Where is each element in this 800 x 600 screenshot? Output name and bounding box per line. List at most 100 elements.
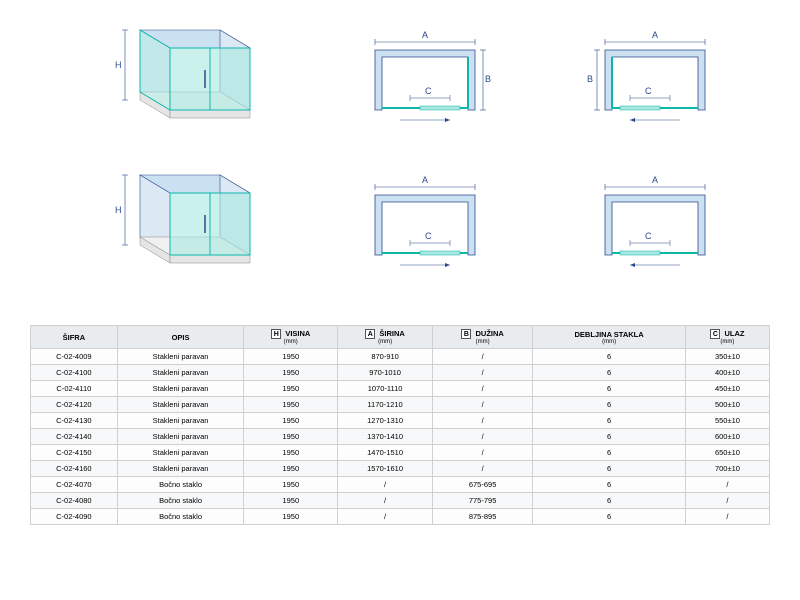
cell-visina: 1950 bbox=[244, 493, 338, 509]
cell-opis: Bočno staklo bbox=[117, 493, 244, 509]
dim-C-2a: C bbox=[425, 231, 432, 241]
cell-sirina: 970-1010 bbox=[338, 365, 433, 381]
cell-duzina: / bbox=[432, 429, 532, 445]
th-sirina: A ŠIRINA (mm) bbox=[338, 326, 433, 349]
iso-diagram-enclosure-side: H bbox=[80, 20, 260, 140]
cell-opis: Stakleni paravan bbox=[117, 445, 244, 461]
spec-table-head: ŠIFRA OPIS H VISINA (mm) A ŠIRINA (mm) B… bbox=[31, 326, 770, 349]
cell-ulaz: 550±10 bbox=[685, 413, 769, 429]
cell-debljina: 6 bbox=[533, 461, 686, 477]
cell-opis: Stakleni paravan bbox=[117, 461, 244, 477]
cell-sifra: C-02-4110 bbox=[31, 381, 118, 397]
th-debljina: DEBLJINA STAKLA (mm) bbox=[533, 326, 686, 349]
dim-H-2: H bbox=[115, 205, 122, 215]
table-row: C-02-4080Bočno staklo1950/775-7956/ bbox=[31, 493, 770, 509]
iso-svg-2 bbox=[80, 165, 260, 285]
cell-sirina: 1070-1110 bbox=[338, 381, 433, 397]
spec-table-wrap: ŠIFRA OPIS H VISINA (mm) A ŠIRINA (mm) B… bbox=[30, 325, 770, 525]
cell-visina: 1950 bbox=[244, 413, 338, 429]
cell-visina: 1950 bbox=[244, 349, 338, 365]
iso-svg-1 bbox=[80, 20, 260, 140]
cell-debljina: 6 bbox=[533, 413, 686, 429]
table-row: C-02-4009Stakleni paravan1950870-910/635… bbox=[31, 349, 770, 365]
cell-duzina: / bbox=[432, 397, 532, 413]
cell-sifra: C-02-4090 bbox=[31, 509, 118, 525]
table-row: C-02-4120Stakleni paravan19501170-1210/6… bbox=[31, 397, 770, 413]
letter-B: B bbox=[461, 329, 471, 339]
cell-ulaz: 700±10 bbox=[685, 461, 769, 477]
cell-duzina: 775-795 bbox=[432, 493, 532, 509]
cell-opis: Stakleni paravan bbox=[117, 413, 244, 429]
cell-ulaz: / bbox=[685, 493, 769, 509]
cell-ulaz: 450±10 bbox=[685, 381, 769, 397]
cell-duzina: / bbox=[432, 365, 532, 381]
cell-ulaz: 500±10 bbox=[685, 397, 769, 413]
cell-sifra: C-02-4160 bbox=[31, 461, 118, 477]
cell-sirina: 1470-1510 bbox=[338, 445, 433, 461]
cell-debljina: 6 bbox=[533, 429, 686, 445]
cell-sirina: / bbox=[338, 509, 433, 525]
cell-duzina: / bbox=[432, 349, 532, 365]
cell-sirina: / bbox=[338, 493, 433, 509]
cell-visina: 1950 bbox=[244, 429, 338, 445]
cell-sifra: C-02-4100 bbox=[31, 365, 118, 381]
letter-C: C bbox=[710, 329, 720, 339]
cell-sirina: / bbox=[338, 477, 433, 493]
cell-duzina: 875-895 bbox=[432, 509, 532, 525]
table-row: C-02-4130Stakleni paravan19501270-1310/6… bbox=[31, 413, 770, 429]
cell-visina: 1950 bbox=[244, 477, 338, 493]
cell-opis: Bočno staklo bbox=[117, 509, 244, 525]
plan-diagram-2a: A C bbox=[360, 175, 490, 275]
diagram-row-2: H A C bbox=[30, 165, 770, 285]
table-row: C-02-4140Stakleni paravan19501370-1410/6… bbox=[31, 429, 770, 445]
dim-C-1a: C bbox=[425, 86, 432, 96]
dim-C-2b: C bbox=[645, 231, 652, 241]
cell-sifra: C-02-4140 bbox=[31, 429, 118, 445]
cell-duzina: / bbox=[432, 461, 532, 477]
cell-opis: Bočno staklo bbox=[117, 477, 244, 493]
th-visina: H VISINA (mm) bbox=[244, 326, 338, 349]
th-opis: OPIS bbox=[117, 326, 244, 349]
cell-debljina: 6 bbox=[533, 445, 686, 461]
cell-sirina: 1170-1210 bbox=[338, 397, 433, 413]
dim-H: H bbox=[115, 60, 122, 70]
cell-sifra: C-02-4070 bbox=[31, 477, 118, 493]
dim-C-1b: C bbox=[645, 86, 652, 96]
cell-visina: 1950 bbox=[244, 509, 338, 525]
cell-sirina: 1370-1410 bbox=[338, 429, 433, 445]
dim-A-2a: A bbox=[422, 175, 428, 185]
cell-visina: 1950 bbox=[244, 365, 338, 381]
cell-ulaz: / bbox=[685, 509, 769, 525]
th-sifra: ŠIFRA bbox=[31, 326, 118, 349]
iso-diagram-front-only: H bbox=[80, 165, 260, 285]
cell-debljina: 6 bbox=[533, 365, 686, 381]
cell-sifra: C-02-4009 bbox=[31, 349, 118, 365]
plan-diagram-1b: A B C bbox=[590, 30, 720, 130]
cell-sifra: C-02-4130 bbox=[31, 413, 118, 429]
cell-debljina: 6 bbox=[533, 397, 686, 413]
cell-visina: 1950 bbox=[244, 381, 338, 397]
cell-ulaz: / bbox=[685, 477, 769, 493]
cell-sifra: C-02-4150 bbox=[31, 445, 118, 461]
dim-B-1b: B bbox=[587, 74, 593, 84]
cell-ulaz: 350±10 bbox=[685, 349, 769, 365]
cell-visina: 1950 bbox=[244, 461, 338, 477]
table-row: C-02-4160Stakleni paravan19501570-1610/6… bbox=[31, 461, 770, 477]
diagram-row-1: H A B C bbox=[30, 20, 770, 140]
dim-A-1b: A bbox=[652, 30, 658, 40]
cell-duzina: / bbox=[432, 445, 532, 461]
cell-sirina: 870-910 bbox=[338, 349, 433, 365]
cell-ulaz: 600±10 bbox=[685, 429, 769, 445]
cell-duzina: / bbox=[432, 413, 532, 429]
cell-opis: Stakleni paravan bbox=[117, 429, 244, 445]
cell-debljina: 6 bbox=[533, 509, 686, 525]
spec-table-body: C-02-4009Stakleni paravan1950870-910/635… bbox=[31, 349, 770, 525]
table-row: C-02-4150Stakleni paravan19501470-1510/6… bbox=[31, 445, 770, 461]
cell-opis: Stakleni paravan bbox=[117, 365, 244, 381]
cell-debljina: 6 bbox=[533, 493, 686, 509]
cell-duzina: 675-695 bbox=[432, 477, 532, 493]
cell-visina: 1950 bbox=[244, 445, 338, 461]
table-row: C-02-4090Bočno staklo1950/875-8956/ bbox=[31, 509, 770, 525]
cell-ulaz: 650±10 bbox=[685, 445, 769, 461]
plan-svg-2b bbox=[590, 175, 720, 275]
